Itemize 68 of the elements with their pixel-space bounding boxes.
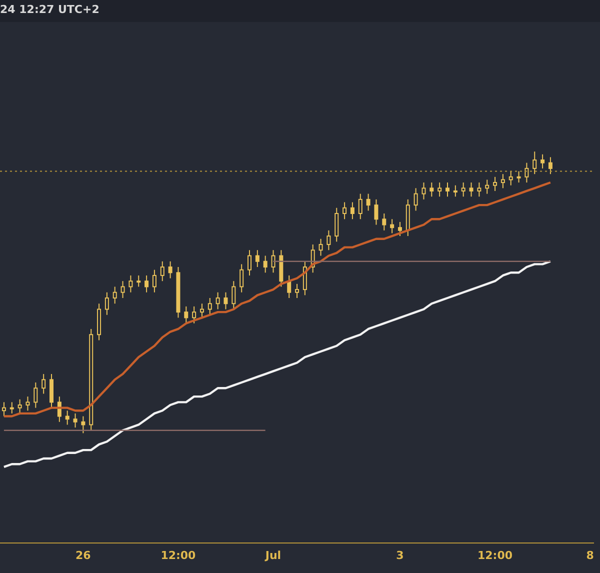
- candlestick: [263, 255, 268, 274]
- candlestick: [366, 193, 370, 212]
- candlestick: [271, 250, 276, 274]
- candlestick: [104, 292, 109, 316]
- candlestick: [532, 151, 537, 175]
- candlestick: [10, 402, 14, 414]
- candlestick: [477, 182, 482, 198]
- candlestick: [390, 218, 394, 234]
- candlestick: [398, 221, 402, 237]
- candlestick: [334, 207, 339, 242]
- candlestick: [152, 269, 156, 293]
- candlestick: [430, 182, 434, 198]
- candlestick: [26, 396, 30, 412]
- candlestick: [485, 179, 490, 194]
- candlestick: [516, 170, 521, 184]
- candlestick: [184, 306, 188, 324]
- x-tick-label: 3: [396, 548, 404, 562]
- candlestick: [120, 280, 125, 298]
- candlestick: [342, 202, 347, 220]
- candlestick: [461, 182, 466, 198]
- candlestick: [358, 193, 362, 220]
- candlestick: [200, 303, 204, 318]
- candlestick: [422, 182, 426, 200]
- candlestick: [374, 198, 378, 226]
- candlestick: [34, 382, 38, 408]
- candlestick: [446, 182, 450, 198]
- candlestick: [216, 292, 220, 310]
- x-tick-label: 26: [76, 548, 92, 562]
- candlestick: [438, 182, 442, 198]
- candlestick: [224, 292, 228, 310]
- candlestick: [73, 412, 78, 428]
- candlestick: [493, 176, 498, 192]
- candlestick: [500, 174, 505, 189]
- candlestick: [350, 202, 354, 220]
- x-tick-label: 8: [586, 548, 594, 562]
- candlestick: [248, 250, 252, 276]
- candlestick: [232, 280, 236, 310]
- candlestick: [524, 162, 529, 184]
- candlestick: [42, 374, 46, 394]
- candlestick: [469, 182, 474, 198]
- text: 24 12:27 UTC+2: [0, 3, 100, 16]
- x-tick-label: 12:00: [160, 548, 196, 562]
- candlestick: [326, 230, 331, 251]
- candlestick: [50, 374, 54, 408]
- candlestick: [128, 274, 133, 293]
- candlestick: [112, 286, 117, 304]
- x-tick-label: Jul: [264, 548, 282, 562]
- candlestick: [208, 297, 212, 316]
- candlestick: [136, 274, 141, 288]
- candlestick: [295, 283, 300, 298]
- candlestick: [453, 184, 458, 198]
- candlestick: [168, 260, 172, 279]
- candlestick: [240, 264, 244, 293]
- candlestick: [255, 250, 260, 268]
- candlestick: [192, 306, 196, 324]
- candlestick: [318, 238, 323, 256]
- candlestick: [160, 260, 164, 282]
- candlestick: [144, 274, 149, 293]
- candlestick: [540, 154, 545, 169]
- candlestick: [414, 188, 418, 212]
- candlestick: [287, 274, 292, 298]
- candlestick: [382, 213, 386, 231]
- candlestick: [65, 410, 70, 426]
- candlestick: [548, 156, 552, 175]
- candlestick: [508, 170, 513, 186]
- x-tick-label: 12:00: [477, 548, 513, 562]
- candlestick: [81, 416, 86, 434]
- candlestick: [18, 398, 22, 414]
